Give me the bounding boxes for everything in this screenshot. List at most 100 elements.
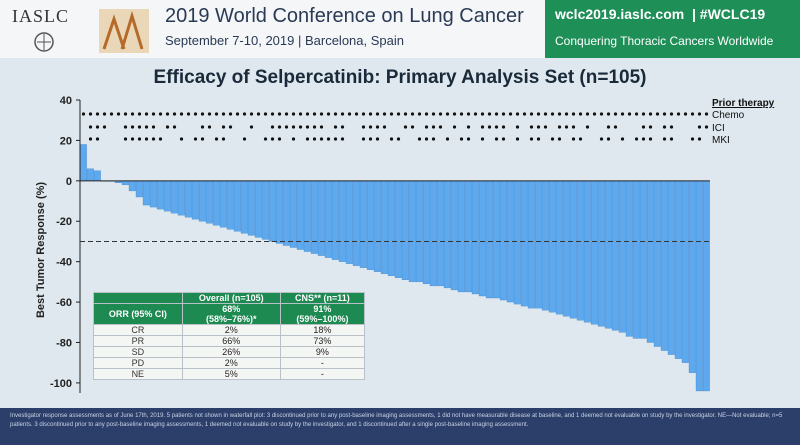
- therapy-dot: [683, 112, 688, 116]
- therapy-dot: [480, 125, 485, 129]
- therapy-dot: [221, 137, 226, 141]
- therapy-dot: [529, 137, 534, 141]
- legend-title: Prior therapy: [712, 98, 775, 109]
- therapy-dot: [410, 125, 415, 129]
- therapy-dot: [662, 112, 667, 116]
- bar: [345, 180, 353, 264]
- row-label: PR: [93, 335, 183, 347]
- therapy-dot: [599, 112, 604, 116]
- y-tick-label: 20: [60, 135, 72, 147]
- iaslc-logo: IASLC: [4, 4, 154, 54]
- bar: [576, 180, 584, 321]
- therapy-dot: [263, 137, 268, 141]
- bar: [191, 180, 199, 220]
- bar: [205, 180, 213, 224]
- bar: [667, 180, 675, 355]
- bar: [233, 180, 241, 232]
- therapy-dot: [592, 112, 597, 116]
- therapy-dot: [151, 112, 156, 116]
- therapy-dot: [578, 112, 583, 116]
- therapy-dot: [669, 125, 674, 129]
- bar: [471, 180, 479, 295]
- therapy-dot: [522, 112, 527, 116]
- therapy-dot: [95, 112, 100, 116]
- therapy-dot: [613, 112, 618, 116]
- therapy-dot: [606, 112, 611, 116]
- therapy-dot: [424, 112, 429, 116]
- bar: [331, 180, 339, 260]
- bar: [450, 180, 458, 291]
- therapy-dot: [228, 112, 233, 116]
- site-url: wclc2019.iaslc.com: [555, 6, 685, 22]
- therapy-dot: [102, 112, 107, 116]
- therapy-dot: [193, 112, 198, 116]
- bar: [625, 180, 633, 337]
- therapy-dot: [95, 137, 100, 141]
- bar: [499, 180, 507, 301]
- bar: [79, 144, 87, 181]
- therapy-dot: [130, 125, 135, 129]
- therapy-dot: [382, 112, 387, 116]
- therapy-dot: [102, 125, 107, 129]
- therapy-dot: [242, 112, 247, 116]
- bar: [618, 180, 626, 333]
- therapy-label: ICI: [712, 123, 725, 134]
- lung-logo-icon: [34, 9, 149, 53]
- therapy-dot: [193, 137, 198, 141]
- therapy-dot: [319, 112, 324, 116]
- therapy-dot: [137, 112, 142, 116]
- bar: [569, 180, 577, 319]
- therapy-dot: [662, 125, 667, 129]
- bar: [240, 180, 248, 234]
- bar: [681, 180, 689, 363]
- therapy-dot: [123, 112, 128, 116]
- bar: [373, 180, 381, 272]
- therapy-dot: [557, 125, 562, 129]
- bar: [429, 180, 437, 287]
- bar: [394, 180, 402, 278]
- therapy-dot: [95, 125, 100, 129]
- therapy-dot: [529, 125, 534, 129]
- therapy-dot: [634, 137, 639, 141]
- therapy-dot: [620, 112, 625, 116]
- table-row: CR 2% 18%: [93, 324, 366, 336]
- therapy-dot: [494, 137, 499, 141]
- bar: [597, 180, 605, 327]
- bar: [170, 180, 178, 214]
- therapy-dot: [431, 112, 436, 116]
- therapy-dot: [88, 137, 93, 141]
- bar: [464, 180, 472, 293]
- therapy-dot: [452, 112, 457, 116]
- therapy-dot: [158, 137, 163, 141]
- bar: [639, 180, 647, 339]
- therapy-dot: [578, 137, 583, 141]
- bar: [387, 180, 395, 276]
- bar: [422, 180, 430, 285]
- table-row: PR 66% 73%: [93, 335, 366, 347]
- hashtag: #WCLC19: [699, 6, 766, 22]
- therapy-dot: [298, 125, 303, 129]
- therapy-dot: [487, 112, 492, 116]
- therapy-dot: [641, 112, 646, 116]
- therapy-dot: [270, 125, 275, 129]
- therapy-dot: [690, 137, 695, 141]
- bar: [653, 180, 661, 347]
- therapy-dot: [200, 125, 205, 129]
- row-cns: 18%: [279, 324, 366, 336]
- therapy-dot: [200, 112, 205, 116]
- bar: [296, 180, 304, 250]
- therapy-dot: [305, 112, 310, 116]
- therapy-dot: [312, 112, 317, 116]
- therapy-dot: [438, 125, 443, 129]
- table-corner: [93, 292, 183, 304]
- therapy-dot: [669, 112, 674, 116]
- therapy-dot: [410, 112, 415, 116]
- therapy-dot: [424, 137, 429, 141]
- bar: [317, 180, 325, 256]
- therapy-dot: [291, 137, 296, 141]
- therapy-dot: [529, 112, 534, 116]
- therapy-dot: [368, 112, 373, 116]
- therapy-dot: [340, 112, 345, 116]
- therapy-dot: [333, 112, 338, 116]
- therapy-dot: [263, 112, 268, 116]
